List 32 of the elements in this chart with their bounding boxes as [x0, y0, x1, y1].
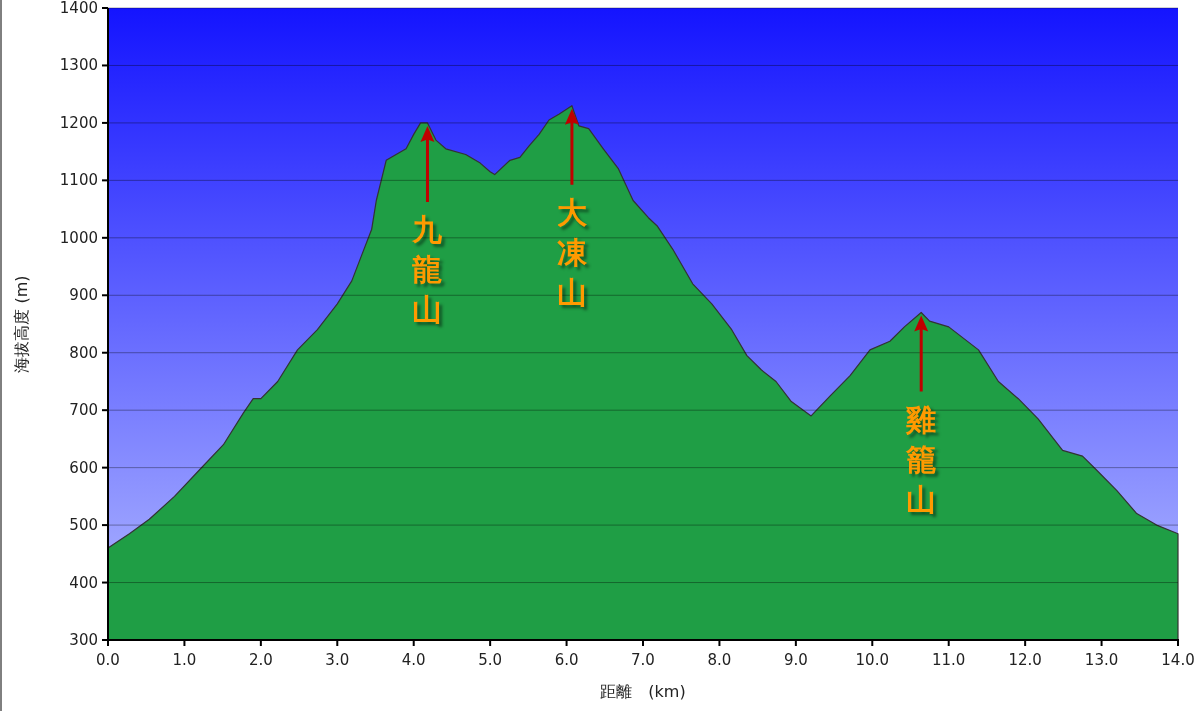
y-tick-label: 1000	[59, 228, 98, 247]
x-tick-label: 4.0	[401, 651, 426, 669]
y-tick-label: 1200	[59, 113, 98, 132]
y-tick-label: 700	[69, 401, 98, 420]
x-tick-label: 0.0	[96, 651, 120, 669]
x-tick-label: 1.0	[172, 651, 197, 669]
x-tick-label: 11.0	[932, 651, 966, 669]
x-tick-label: 9.0	[783, 651, 808, 669]
annotation: 大凍山	[556, 194, 588, 310]
x-tick-label: 13.0	[1084, 651, 1119, 669]
x-tick-label: 5.0	[478, 651, 503, 669]
x-axis-title: 距離 (km)	[600, 682, 686, 701]
y-tick-label: 800	[69, 343, 98, 362]
x-tick-label: 7.0	[631, 651, 655, 669]
y-tick-label: 400	[69, 573, 98, 592]
x-tick-label: 8.0	[707, 651, 732, 669]
x-tick-label: 12.0	[1008, 651, 1042, 669]
y-tick-label: 300	[69, 631, 98, 649]
annotation: 雞籠山	[905, 401, 937, 517]
y-tick-label: 1100	[59, 171, 98, 190]
y-tick-label: 1300	[59, 56, 98, 75]
x-tick-label: 10.0	[855, 651, 889, 669]
y-tick-label: 1400	[59, 0, 98, 17]
y-tick-label: 600	[69, 458, 98, 477]
x-tick-label: 3.0	[325, 651, 350, 669]
y-axis-title: 海拔高度 (m)	[12, 275, 31, 373]
x-tick-label: 2.0	[248, 651, 273, 669]
y-tick-label: 500	[69, 516, 98, 535]
y-tick-label: 900	[69, 286, 98, 305]
annotation: 九龍山	[411, 211, 444, 327]
x-tick-label: 14.0	[1161, 651, 1195, 669]
x-tick-label: 6.0	[554, 651, 579, 669]
